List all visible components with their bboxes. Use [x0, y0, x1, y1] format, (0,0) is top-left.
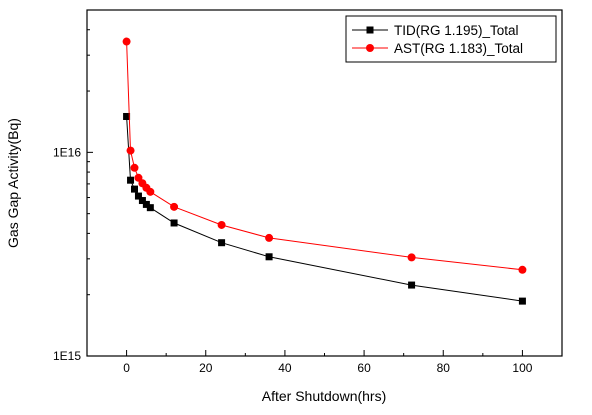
series-0-point: [518, 297, 526, 305]
series-0-point: [127, 176, 135, 184]
series-1-point: [126, 146, 135, 155]
series-0-point: [131, 185, 138, 193]
x-axis-label: After Shutdown(hrs): [262, 388, 387, 404]
series-0-point: [123, 112, 131, 120]
y-tick-label: 1E15: [53, 349, 81, 363]
series-0-point: [265, 253, 273, 261]
legend-label-0: TID(RG 1.195)_Total: [394, 23, 519, 38]
series-1-point: [217, 220, 226, 229]
series-1-point: [130, 163, 139, 172]
series-layer: [122, 37, 527, 305]
legend-label-1: AST(RG 1.183)_Total: [394, 41, 523, 56]
legend-box: [345, 15, 557, 63]
x-tick-label: 80: [437, 361, 451, 375]
series-1-point: [122, 37, 131, 46]
series-1-point: [407, 253, 416, 262]
x-tick-label: 0: [123, 361, 130, 375]
legend-marker-1: [366, 44, 374, 52]
series-1-point: [146, 187, 155, 196]
legend: TID(RG 1.195)_Total AST(RG 1.183)_Total: [345, 15, 557, 63]
y-tick-label: 1E16: [53, 145, 81, 159]
x-tick-label: 40: [278, 361, 292, 375]
x-tick-label: 100: [512, 361, 532, 375]
series-0-point: [138, 197, 146, 205]
x-tick-label: 60: [357, 361, 371, 375]
series-0-point: [170, 219, 178, 227]
x-tick-label: 20: [199, 361, 213, 375]
y-axis-label: Gas Gap Activity(Bq): [5, 118, 21, 248]
series-1-point: [265, 233, 274, 242]
series-line-0: [126, 116, 523, 302]
series-1-point: [518, 265, 527, 274]
series-0-point: [134, 192, 142, 200]
series-0-point: [408, 281, 416, 289]
series-1-point: [170, 202, 179, 211]
series-0-point: [142, 200, 150, 208]
legend-marker-0: [366, 26, 374, 34]
series-0-point: [218, 239, 226, 247]
series-0-point: [146, 204, 154, 212]
axis-ticks: 0 20 40 60 80 100 1E15 1E16: [53, 9, 563, 375]
series-line-1: [126, 41, 523, 271]
